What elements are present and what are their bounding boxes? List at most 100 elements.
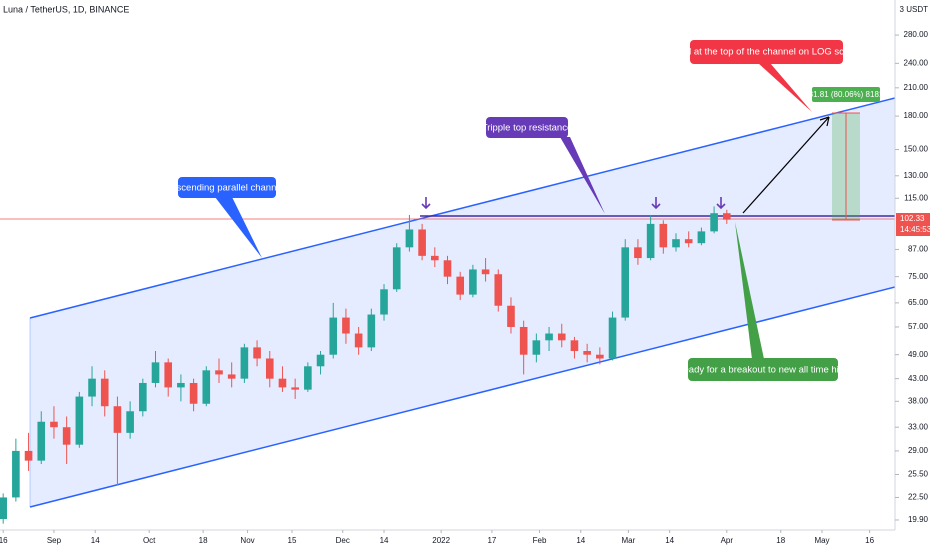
candle-body: [177, 382, 185, 388]
y-tick-label: 49.00: [908, 350, 929, 359]
candle-body: [88, 378, 96, 397]
candle-body: [151, 362, 160, 383]
candle-body: [608, 317, 617, 359]
candle-body: [405, 229, 414, 248]
x-tick-label: 2022: [432, 536, 450, 545]
x-tick-label: Sep: [47, 536, 62, 545]
note-text: Ascending parallel channel: [170, 183, 284, 194]
x-tick-label: 15: [288, 536, 297, 545]
y-tick-label: 87.00: [908, 245, 929, 254]
x-tick-label: 14: [380, 536, 389, 545]
note-pointer: [758, 63, 812, 112]
note-box: [690, 40, 843, 64]
x-tick-label: 18: [776, 536, 785, 545]
candle-body: [278, 378, 287, 388]
note-pointer: [560, 137, 605, 214]
y-tick-label: 22.50: [908, 493, 929, 502]
measure-label: 81.81 (80.06%) 8181: [809, 90, 884, 99]
candle-body: [507, 305, 515, 327]
candle-body: [722, 213, 731, 220]
candle-body: [304, 366, 312, 390]
note-pointer: [215, 197, 262, 258]
candle-body: [596, 354, 604, 359]
candle-body: [659, 223, 668, 248]
candle-body: [50, 421, 58, 428]
candle-body: [202, 370, 211, 404]
candle-body: [481, 269, 490, 275]
y-tick-label: 150.00: [904, 145, 929, 154]
channel-upper: [29, 97, 896, 319]
note-text: Tripple top resistance: [482, 123, 572, 134]
x-tick-label: 18: [199, 536, 208, 545]
candle-body: [75, 396, 84, 445]
candle-body: [329, 317, 338, 355]
x-tick-label: Dec: [336, 536, 350, 545]
candle-body: [240, 347, 249, 379]
candle-body: [189, 382, 198, 404]
candle-body: [342, 317, 350, 334]
currency-label: 3 USDT: [900, 5, 929, 14]
x-tick-label: 14: [665, 536, 674, 545]
price-tag-value: 102.33: [900, 214, 925, 223]
candles: [0, 206, 731, 524]
y-tick-label: 115.00: [904, 193, 928, 202]
candle-body: [532, 340, 541, 355]
candle-body: [253, 347, 261, 359]
measure-label-bg: [812, 87, 880, 102]
candle-body: [0, 497, 7, 520]
price-tag-countdown: 14:45:53: [900, 225, 932, 234]
candle-body: [100, 378, 109, 407]
candle-body: [113, 406, 122, 433]
candle-body: [62, 427, 71, 445]
x-tick-label: 14: [91, 536, 100, 545]
y-tick-label: 130.00: [904, 171, 929, 180]
candle-body: [646, 223, 655, 259]
y-tick-label: 280.00: [904, 30, 929, 39]
note-box: [486, 117, 568, 138]
x-tick-label: Feb: [533, 536, 547, 545]
candle-body: [672, 239, 680, 248]
x-tick-label: May: [814, 536, 829, 545]
top-markers: [421, 197, 726, 210]
candle-body: [227, 374, 236, 379]
x-tick-label: 14: [576, 536, 585, 545]
y-tick-label: 210.00: [904, 83, 929, 92]
projection-arrowhead: [819, 116, 830, 127]
note-text: Sell at the top of the channel on LOG sc…: [675, 47, 856, 58]
candle-body: [37, 421, 46, 461]
x-tick-label: Oct: [143, 536, 156, 545]
candle-body: [697, 231, 706, 244]
y-tick-label: 65.00: [908, 298, 929, 307]
price-axis: [895, 0, 932, 550]
candle-body: [545, 333, 553, 341]
y-tick-label: 25.50: [908, 470, 929, 479]
candle-body: [380, 289, 388, 315]
candle-body: [367, 314, 376, 348]
projection-arrow: [742, 116, 830, 214]
y-tick-label: 75.00: [908, 272, 929, 281]
candle-body: [24, 450, 33, 461]
candle-body: [469, 269, 477, 295]
candle-body: [265, 358, 274, 379]
channel-fill: [30, 98, 895, 507]
candle-body: [139, 382, 147, 412]
note-pointer: [735, 222, 764, 359]
candle-body: [354, 333, 363, 348]
x-tick-label: 17: [487, 536, 496, 545]
candle-body: [621, 247, 630, 318]
candle-body: [443, 260, 452, 277]
note-box: [688, 358, 838, 381]
candle-body: [418, 229, 426, 256]
x-tick-label: Nov: [240, 536, 254, 545]
candle-body: [12, 450, 20, 498]
candle-body: [583, 351, 591, 355]
y-tick-label: 29.00: [908, 446, 929, 455]
candle-body: [634, 247, 642, 259]
candle-body: [557, 333, 566, 341]
candle-body: [570, 340, 579, 352]
y-tick-label: 240.00: [904, 58, 929, 67]
candle-body: [291, 387, 299, 390]
x-tick-label: 16: [865, 536, 874, 545]
note-text: Ready for a breakout to new all time hig…: [677, 365, 850, 376]
